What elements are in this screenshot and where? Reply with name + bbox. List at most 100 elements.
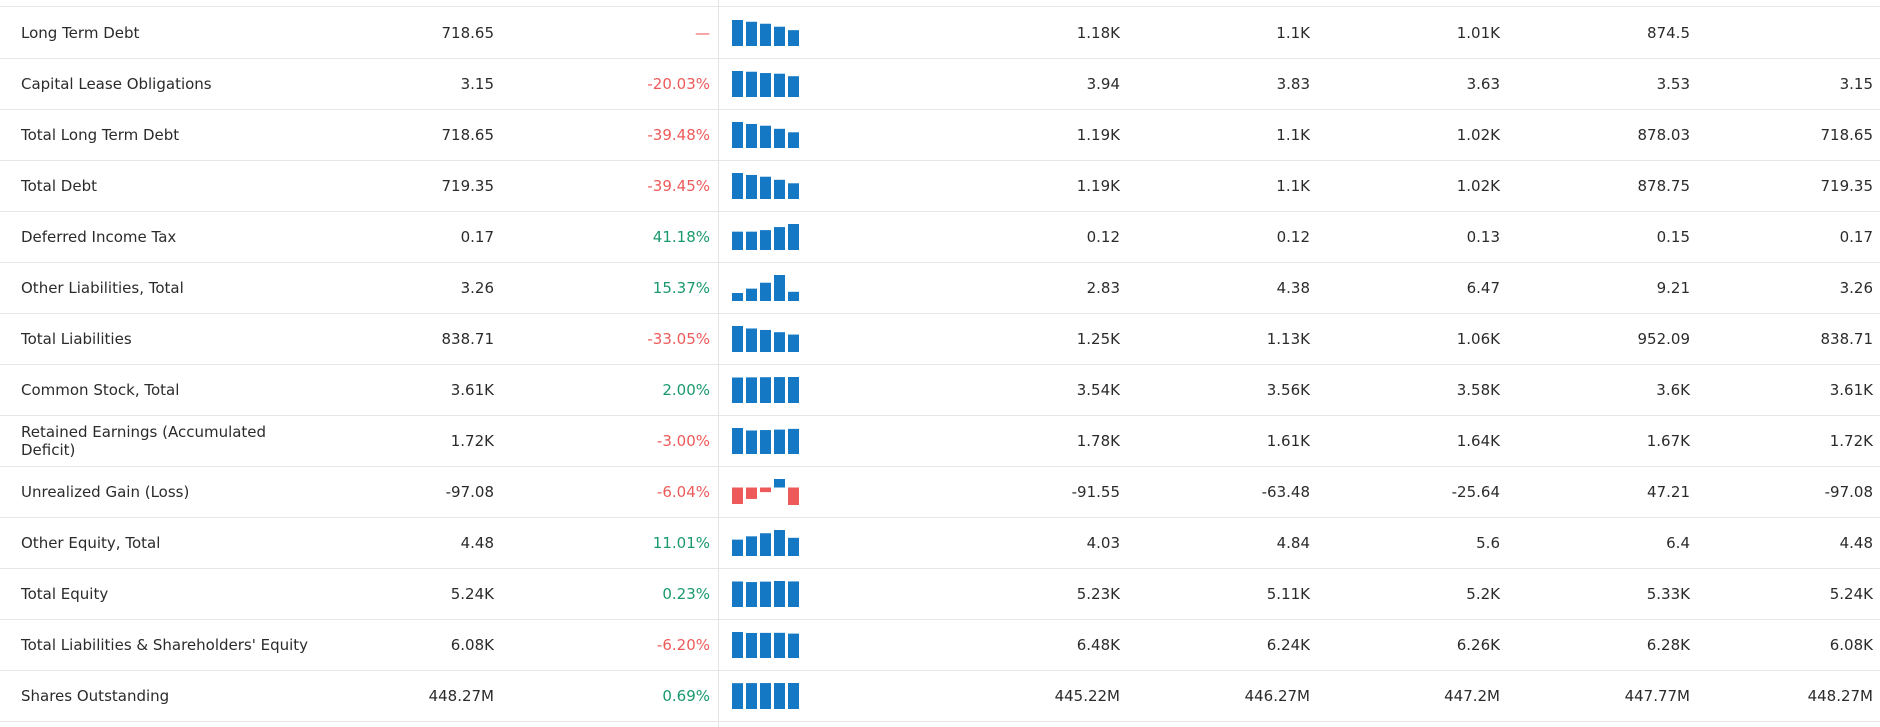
history-value: 0.12: [1086, 227, 1120, 246]
change-percent: 15.37%: [652, 278, 710, 297]
sparkline-bar: [746, 376, 757, 403]
history-value: 9.21: [1656, 278, 1690, 297]
sparkline-bar: [732, 580, 743, 607]
table-row[interactable]: Long Term Debt 718.65 — 1.18K 1.1K 1.01K 874.5: [0, 7, 1880, 59]
table-row[interactable]: Total Liabilities & Shareholders' Equity…: [0, 619, 1880, 671]
sparkline-chart: [732, 631, 799, 658]
table-row[interactable]: Retained Earnings (Accumulated Deficit) 1…: [0, 415, 1880, 467]
sparkline-bar: [732, 631, 743, 658]
change-percent: -6.20%: [656, 635, 710, 654]
current-value: 718.65: [441, 23, 495, 42]
history-value: 878.75: [1637, 176, 1691, 195]
sparkline-bar: [788, 682, 799, 709]
table-row[interactable]: Total Equity 5.24K 0.23% 5.23K 5.11K 5.2K 5.33…: [0, 568, 1880, 620]
sparkline-bar: [760, 429, 771, 454]
change-percent: -6.04%: [656, 482, 710, 501]
sparkline-chart: [732, 376, 799, 403]
current-value: 1.72K: [450, 431, 494, 450]
row-label: Total Long Term Debt: [21, 125, 180, 144]
row-label: Total Liabilities: [21, 329, 132, 348]
sparkline-bar: [774, 580, 785, 607]
current-value: 838.71: [441, 329, 495, 348]
change-percent: -39.48%: [647, 125, 710, 144]
sparkline: [732, 58, 802, 109]
sparkline-chart: [732, 580, 799, 607]
sparkline-bar: [760, 376, 771, 403]
sparkline-bar: [732, 539, 743, 556]
table-row[interactable]: Common Stock, Total 3.61K 2.00% 3.54K 3.56K 3…: [0, 364, 1880, 416]
table-top-border: [0, 6, 1880, 7]
history-value: -97.08: [1824, 482, 1873, 501]
table-row[interactable]: Other Liabilities, Total 3.26 15.37% 2.83 4.…: [0, 262, 1880, 314]
table-row[interactable]: Total Debt 719.35 -39.45% 1.19K 1.1K 1.02K 878…: [0, 160, 1880, 212]
history-value: 446.27M: [1244, 686, 1310, 705]
table-row[interactable]: Deferred Income Tax 0.17 41.18% 0.12 0.12 0.1…: [0, 211, 1880, 263]
history-value: 6.48K: [1076, 635, 1120, 654]
sparkline-chart: [732, 121, 799, 148]
current-value: -97.08: [445, 482, 494, 501]
sparkline-chart: [732, 478, 799, 505]
history-value: 447.77M: [1624, 686, 1690, 705]
table-row[interactable]: Unrealized Gain (Loss) -97.08 -6.04% -91.55…: [0, 466, 1880, 518]
sparkline-bar: [760, 532, 771, 556]
history-value: 6.28K: [1646, 635, 1690, 654]
column-divider: [718, 0, 719, 727]
sparkline-bar: [732, 292, 743, 301]
history-value: 0.15: [1656, 227, 1690, 246]
sparkline-bar: [774, 331, 785, 352]
sparkline-bar: [746, 21, 757, 46]
sparkline-bar: [732, 121, 743, 148]
row-label: Other Equity, Total: [21, 533, 161, 552]
sparkline-bar: [774, 179, 785, 199]
sparkline-bar: [788, 182, 799, 199]
sparkline-bar: [760, 682, 771, 709]
sparkline-chart: [732, 325, 799, 352]
history-value: 47.21: [1647, 482, 1690, 501]
row-label: Common Stock, Total: [21, 380, 180, 399]
sparkline-bar: [732, 70, 743, 97]
history-value: 838.71: [1820, 329, 1874, 348]
history-value: 0.17: [1839, 227, 1873, 246]
current-value: 5.24K: [450, 584, 494, 603]
history-value: 4.48: [1839, 533, 1873, 552]
table-row[interactable]: Capital Lease Obligations 3.15 -20.03% 3.94…: [0, 58, 1880, 110]
table-row[interactable]: Total Long Term Debt 718.65 -39.48% 1.19K 1.…: [0, 109, 1880, 161]
sparkline-bar: [774, 632, 785, 658]
sparkline-chart: [732, 274, 799, 301]
history-value: 3.61K: [1829, 380, 1873, 399]
table-row[interactable]: Other Equity, Total 4.48 11.01% 4.03 4.84 5.6…: [0, 517, 1880, 569]
sparkline-bar: [788, 428, 799, 454]
sparkline-bar: [746, 487, 757, 499]
history-value: 1.25K: [1076, 329, 1120, 348]
history-value: 1.78K: [1076, 431, 1120, 450]
sparkline-bar: [760, 23, 771, 46]
history-value: 1.67K: [1646, 431, 1690, 450]
sparkline-bar: [732, 172, 743, 199]
sparkline-bar: [732, 682, 743, 709]
sparkline: [732, 415, 802, 466]
history-value: 5.24K: [1829, 584, 1873, 603]
history-value: 952.09: [1637, 329, 1691, 348]
sparkline-bar: [732, 325, 743, 352]
sparkline-bar: [788, 75, 799, 97]
row-label: Total Debt: [21, 176, 97, 195]
sparkline-bar: [746, 71, 757, 97]
sparkline-chart: [732, 427, 799, 454]
history-value: 1.72K: [1829, 431, 1873, 450]
history-value: 1.1K: [1276, 125, 1310, 144]
history-value: 3.83: [1276, 74, 1310, 93]
change-percent: —: [695, 23, 710, 42]
sparkline-bar: [732, 427, 743, 454]
history-value: 1.02K: [1456, 176, 1500, 195]
table-row[interactable]: Total Liabilities 838.71 -33.05% 1.25K 1.13K…: [0, 313, 1880, 365]
history-value: 3.56K: [1266, 380, 1310, 399]
sparkline-bar: [746, 231, 757, 250]
sparkline: [732, 262, 802, 313]
sparkline-bar: [746, 429, 757, 454]
change-percent: 2.00%: [662, 380, 710, 399]
sparkline-bar: [746, 535, 757, 556]
sparkline-bar: [788, 633, 799, 658]
table-row[interactable]: Shares Outstanding 448.27M 0.69% 445.22M 446…: [0, 670, 1880, 722]
history-value: 1.01K: [1456, 23, 1500, 42]
